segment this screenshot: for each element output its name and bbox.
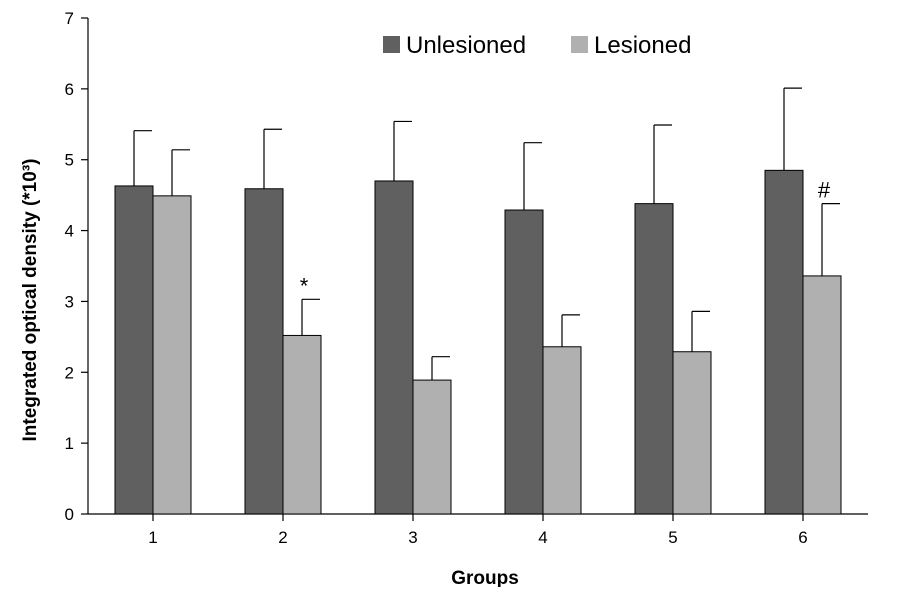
bar-unlesioned-group-3 [374, 180, 414, 515]
bar-lesioned-group-4 [542, 346, 582, 515]
y-tick-label: 1 [65, 434, 74, 453]
x-axis-title: Groups [451, 568, 519, 587]
y-axis-title: Integrated optical density (*10³) [20, 159, 41, 442]
y-tick-label: 3 [65, 292, 74, 311]
y-tick-label: 4 [65, 222, 74, 241]
bar-lesioned-group-5 [672, 351, 712, 515]
significance-marker: # [818, 178, 831, 203]
x-tick-label: 1 [148, 528, 157, 547]
legend-label-unlesioned: Unlesioned [406, 32, 526, 59]
x-tick-label: 2 [278, 528, 287, 547]
bar-unlesioned-group-2 [244, 188, 284, 515]
bar-lesioned-group-3 [412, 379, 452, 515]
legend-swatch-lesioned [571, 36, 588, 53]
bar-unlesioned-group-5 [634, 203, 674, 515]
x-tick-label: 5 [668, 528, 677, 547]
y-tick-label: 2 [65, 363, 74, 382]
axes [87, 18, 868, 515]
legend: Unlesioned Lesioned [383, 32, 691, 59]
bar-unlesioned-group-6 [764, 169, 804, 515]
significance-marker: * [300, 273, 309, 298]
legend-label-lesioned: Lesioned [594, 32, 691, 59]
error-bars [133, 87, 840, 381]
bars [114, 169, 842, 515]
y-tick-label: 0 [65, 505, 74, 524]
x-tick-label: 6 [798, 528, 807, 547]
annotations: *# [300, 178, 831, 299]
bar-lesioned-group-2 [282, 334, 322, 515]
y-tick-label: 7 [65, 9, 74, 28]
x-tick-label: 3 [408, 528, 417, 547]
y-tick-label: 6 [65, 80, 74, 99]
bar-unlesioned-group-1 [114, 185, 154, 515]
ticks: 0 1 2 3 4 5 6 7 1 2 3 4 5 6 [65, 9, 808, 547]
y-tick-label: 5 [65, 151, 74, 170]
x-tick-label: 4 [538, 528, 547, 547]
bar-lesioned-group-1 [152, 195, 192, 515]
bar-lesioned-group-6 [802, 275, 842, 515]
legend-swatch-unlesioned [383, 36, 400, 53]
bar-unlesioned-group-4 [504, 209, 544, 515]
